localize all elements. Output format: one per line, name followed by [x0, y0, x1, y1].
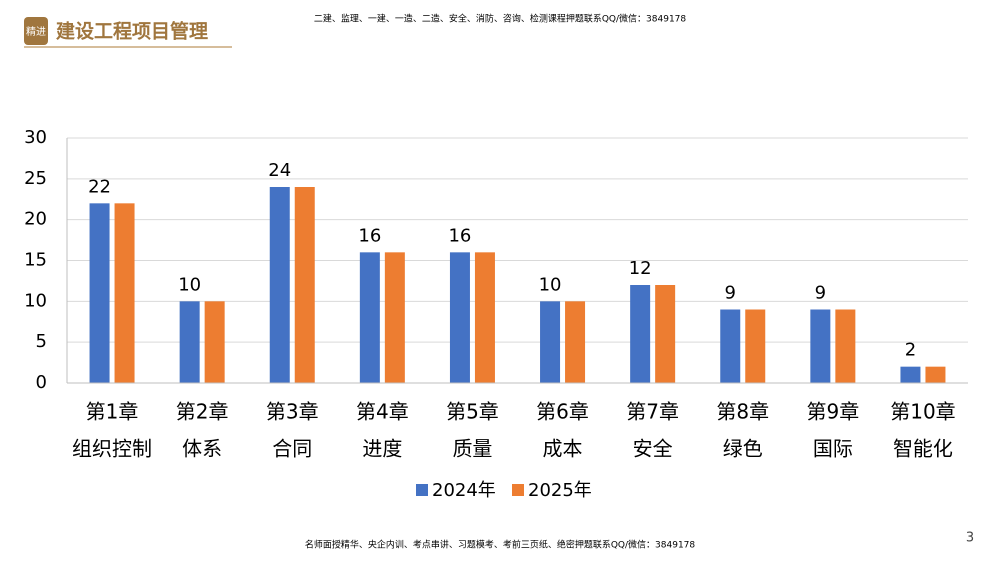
- data-label: 24: [268, 160, 291, 181]
- bar: [835, 309, 856, 383]
- bar: [900, 366, 921, 383]
- x-tick-label: 安全: [633, 437, 673, 461]
- x-tick-label: 绿色: [723, 437, 763, 461]
- data-label: 16: [448, 225, 471, 246]
- y-tick-label: 15: [24, 250, 47, 271]
- data-label: 12: [629, 258, 652, 279]
- x-tick-label: 第7章: [626, 400, 679, 424]
- data-label: 16: [358, 225, 381, 246]
- footer-note: 名师面授精华、央企内训、考点串讲、习题模考、考前三页纸、绝密押题联系QQ/微信：…: [305, 539, 696, 551]
- y-tick-label: 0: [36, 372, 47, 393]
- logo-text: 精进: [26, 25, 46, 38]
- x-tick-label: 组织控制: [72, 437, 152, 461]
- x-tick-label: 第9章: [806, 400, 859, 424]
- bar: [114, 203, 135, 383]
- y-tick-label: 5: [36, 331, 47, 352]
- bar: [810, 309, 831, 383]
- legend-label: 2025年: [528, 480, 592, 501]
- bar: [630, 285, 651, 383]
- bar: [89, 203, 110, 383]
- page-number: 3: [966, 531, 974, 546]
- x-tick-label: 国际: [813, 437, 853, 461]
- x-tick-label: 第5章: [446, 400, 499, 424]
- x-tick-label: 第6章: [536, 400, 589, 424]
- y-tick-label: 25: [24, 168, 47, 189]
- x-tick-label: 第8章: [716, 400, 769, 424]
- bar: [720, 309, 741, 383]
- x-tick-label: 第4章: [356, 400, 409, 424]
- data-label: 10: [178, 274, 201, 295]
- bar: [294, 187, 315, 383]
- data-label: 22: [88, 176, 111, 197]
- bar: [359, 252, 380, 383]
- data-label: 10: [539, 274, 562, 295]
- bar: [745, 309, 766, 383]
- legend-label: 2024年: [432, 480, 496, 501]
- y-tick-label: 30: [24, 127, 47, 148]
- y-tick-label: 10: [24, 290, 47, 311]
- header-note: 二建、监理、一建、一造、二造、安全、消防、咨询、检测课程押题联系QQ/微信：38…: [314, 13, 687, 25]
- bar: [655, 285, 676, 383]
- x-tick-label: 第1章: [86, 400, 139, 424]
- legend-swatch: [512, 484, 524, 496]
- bar: [925, 366, 946, 383]
- x-tick-label: 第10章: [890, 400, 955, 424]
- x-tick-label: 第2章: [176, 400, 229, 424]
- x-tick-label: 质量: [452, 437, 492, 461]
- logo-badge: [24, 17, 48, 45]
- data-label: 2: [905, 340, 916, 361]
- x-tick-label: 成本: [543, 437, 583, 461]
- x-tick-label: 第3章: [266, 400, 319, 424]
- data-label: 9: [815, 283, 826, 304]
- data-label: 9: [725, 283, 736, 304]
- slide-title: 建设工程项目管理: [56, 20, 208, 43]
- bar: [179, 301, 200, 383]
- bar: [204, 301, 225, 383]
- y-tick-label: 20: [24, 209, 47, 230]
- x-tick-label: 体系: [182, 437, 222, 461]
- x-tick-label: 进度: [362, 437, 402, 461]
- bar: [565, 301, 586, 383]
- bar: [269, 187, 290, 383]
- bar: [540, 301, 561, 383]
- bar: [384, 252, 405, 383]
- bar: [449, 252, 470, 383]
- legend-swatch: [416, 484, 428, 496]
- x-tick-label: 智能化: [893, 437, 953, 461]
- x-tick-label: 合同: [272, 437, 312, 461]
- bar: [474, 252, 495, 383]
